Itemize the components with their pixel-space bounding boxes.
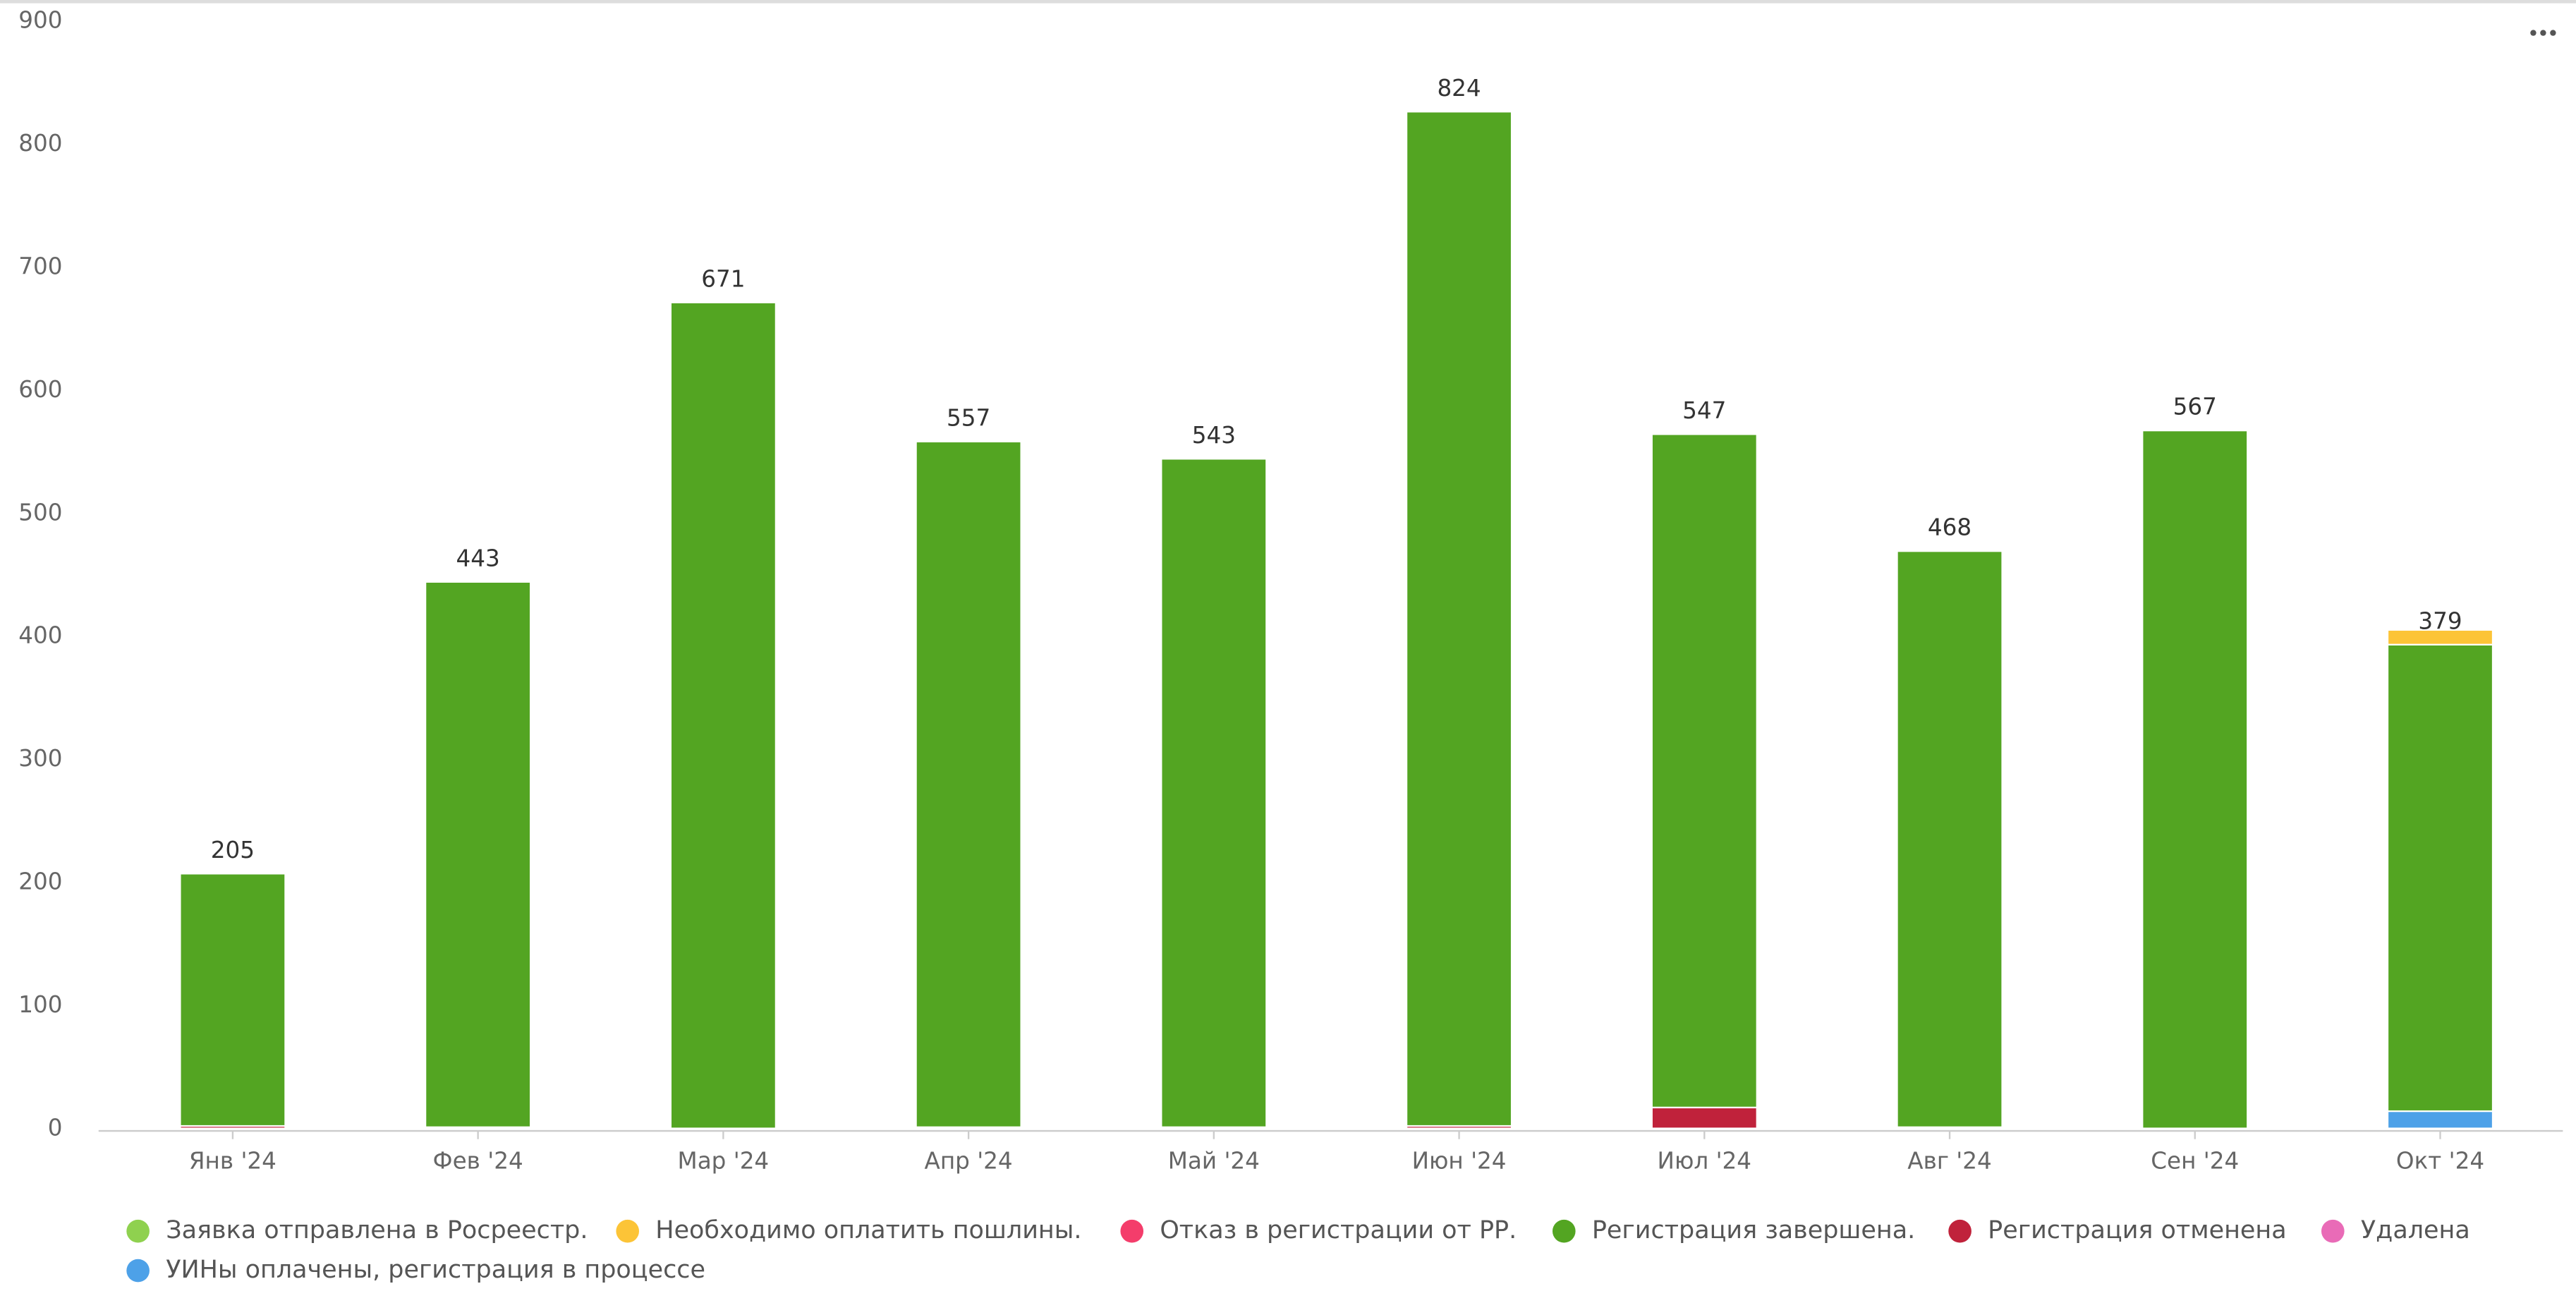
- y-tick-label: 600: [18, 376, 62, 403]
- x-tick-label: Июл '24: [1658, 1147, 1751, 1174]
- x-tick-label: Сен '24: [2151, 1147, 2239, 1174]
- data-label: 557: [947, 404, 990, 431]
- legend-label[interactable]: Необходимо оплатить пошлины.: [655, 1216, 1081, 1244]
- x-tick-label: Янв '24: [189, 1147, 277, 1174]
- y-tick-label: 800: [18, 130, 62, 157]
- bar-segment[interactable]: [1162, 459, 1266, 1127]
- data-label: 443: [456, 545, 500, 571]
- bar-segment[interactable]: [1652, 435, 1756, 1107]
- data-label: 824: [1437, 75, 1481, 102]
- legend-label[interactable]: Удалена: [2361, 1216, 2470, 1244]
- y-tick-label: 500: [18, 499, 62, 526]
- x-tick-label: Апр '24: [925, 1147, 1013, 1174]
- y-tick-label: 200: [18, 868, 62, 895]
- legend-label[interactable]: Отказ в регистрации от РР.: [1160, 1216, 1517, 1244]
- legend-marker[interactable]: [2321, 1219, 2345, 1243]
- legend-label[interactable]: Регистрация завершена.: [1592, 1216, 1915, 1244]
- legend-label[interactable]: Регистрация отменена: [1988, 1216, 2286, 1244]
- data-label: 543: [1192, 422, 1236, 449]
- data-label: 379: [2418, 607, 2462, 634]
- legend-marker[interactable]: [1120, 1219, 1144, 1243]
- legend-marker[interactable]: [1552, 1219, 1576, 1243]
- legend-label[interactable]: Заявка отправлена в Росреестр.: [166, 1216, 588, 1244]
- x-tick-label: Май '24: [1168, 1147, 1260, 1174]
- y-tick-label: 0: [48, 1115, 63, 1141]
- x-tick-label: Мар '24: [678, 1147, 770, 1174]
- data-label: 671: [701, 265, 745, 292]
- data-label: 547: [1682, 397, 1726, 424]
- x-tick-label: Фев '24: [433, 1147, 523, 1174]
- bar-segment[interactable]: [1652, 1108, 1756, 1128]
- y-tick-label: 400: [18, 622, 62, 649]
- bar-segment[interactable]: [2143, 431, 2247, 1128]
- bar-segment[interactable]: [2388, 645, 2492, 1110]
- x-tick-label: Июн '24: [1412, 1147, 1507, 1174]
- y-tick-label: 300: [18, 745, 62, 772]
- legend-marker[interactable]: [126, 1219, 150, 1243]
- x-tick-label: Авг '24: [1907, 1147, 1991, 1174]
- bar-segment[interactable]: [672, 303, 775, 1128]
- legend-marker[interactable]: [126, 1259, 150, 1283]
- legend-marker[interactable]: [1948, 1219, 1972, 1243]
- bar-segment[interactable]: [181, 874, 285, 1125]
- menu-button[interactable]: [2530, 30, 2556, 36]
- bar-segment[interactable]: [2388, 1112, 2492, 1128]
- bar-segment[interactable]: [916, 442, 1021, 1127]
- bar-segment[interactable]: [426, 582, 530, 1127]
- data-label: 567: [2173, 394, 2217, 420]
- legend-label[interactable]: УИНы оплачены, регистрация в процессе: [166, 1256, 705, 1284]
- data-label: 205: [211, 837, 255, 863]
- x-tick-label: Окт '24: [2396, 1147, 2484, 1174]
- bar-segment[interactable]: [1407, 112, 1511, 1125]
- bar-segment[interactable]: [1897, 552, 2002, 1127]
- y-tick-label: 700: [18, 253, 62, 279]
- data-label: 468: [1928, 514, 1972, 541]
- y-tick-label: 100: [18, 991, 62, 1018]
- y-tick-label: 900: [18, 6, 62, 33]
- bar-segment[interactable]: [2388, 631, 2492, 644]
- legend-marker[interactable]: [616, 1219, 640, 1243]
